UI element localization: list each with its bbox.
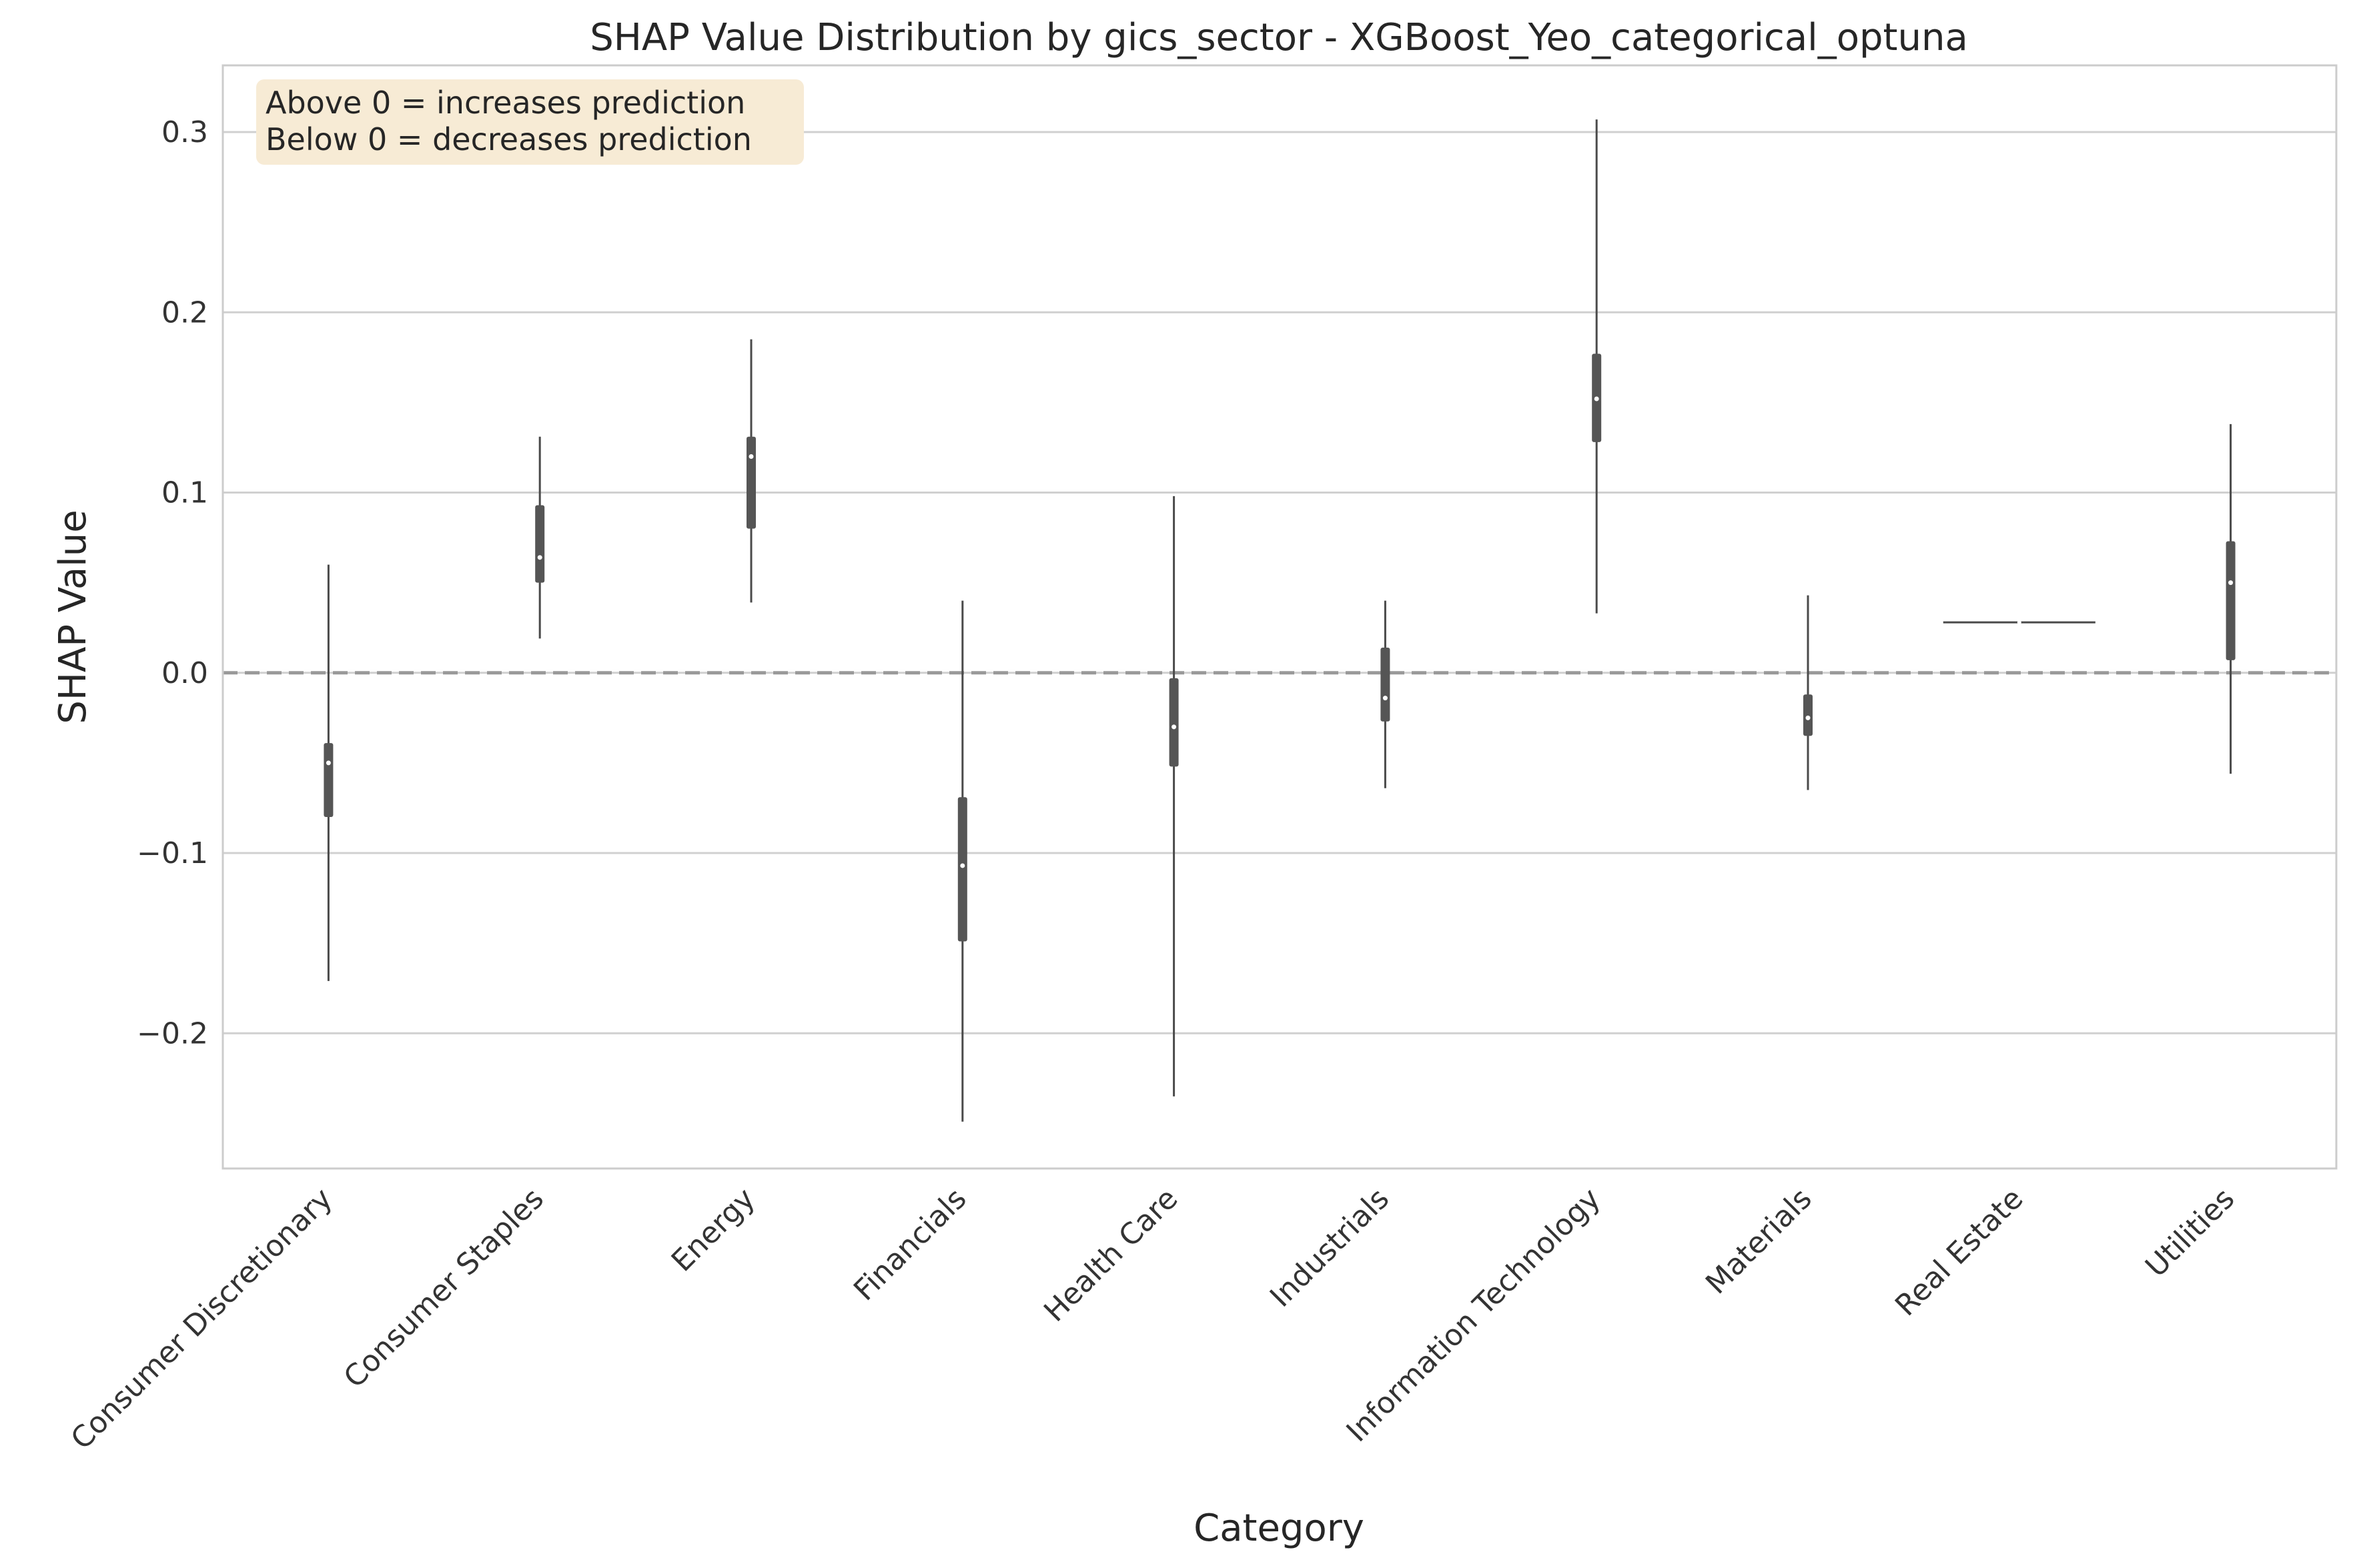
iqr-box xyxy=(1803,694,1813,736)
annotation-box: Above 0 = increases prediction Below 0 =… xyxy=(256,79,804,165)
annotation-background xyxy=(256,79,804,165)
annotation-line-2: Below 0 = decreases prediction xyxy=(266,121,752,157)
iqr-box xyxy=(957,797,967,942)
violin-real-estate xyxy=(1943,620,2095,625)
median-dot xyxy=(1171,724,1177,730)
iqr-box xyxy=(1169,678,1179,767)
median-dot xyxy=(749,454,754,459)
iqr-box xyxy=(1380,647,1390,722)
median-dot xyxy=(537,555,542,560)
y-axis-label: SHAP Value xyxy=(51,510,95,724)
violin-utilities xyxy=(2226,424,2236,774)
iqr-box xyxy=(2226,541,2236,660)
y-tick-label: 0.1 xyxy=(161,476,208,510)
plot-frame xyxy=(221,64,2338,1170)
iqr-box xyxy=(535,505,545,583)
y-tick-label: −0.2 xyxy=(137,1016,208,1050)
median-dot xyxy=(960,863,965,868)
violin-consumer-staples xyxy=(535,436,545,639)
violin-marks xyxy=(324,119,2236,1122)
y-tick-labels: −0.2 −0.1 0.0 0.1 0.2 0.3 xyxy=(137,115,208,1050)
violin-consumer-discretionary xyxy=(324,564,334,981)
violin-information-technology xyxy=(1592,119,1602,614)
x-axis-label: Category xyxy=(1194,1507,1364,1550)
median-dot xyxy=(1805,715,1811,720)
violin-health-care xyxy=(1169,496,1179,1096)
y-tick-label: −0.1 xyxy=(137,836,208,870)
iqr-box xyxy=(747,436,756,529)
violin-financials xyxy=(957,600,967,1122)
violin-energy xyxy=(747,339,756,603)
violin-materials xyxy=(1803,595,1813,790)
y-tick-label: 0.3 xyxy=(161,115,208,149)
y-tick-label: 0.2 xyxy=(161,295,208,329)
median-dot xyxy=(326,760,331,766)
iqr-box xyxy=(324,743,334,817)
median-dot xyxy=(1594,396,1599,402)
median-dot xyxy=(2017,620,2021,625)
chart-title: SHAP Value Distribution by gics_sector -… xyxy=(590,16,1968,59)
annotation-line-1: Above 0 = increases prediction xyxy=(266,85,745,121)
y-tick-label: 0.0 xyxy=(161,656,208,690)
median-dot xyxy=(1382,696,1388,701)
median-dot xyxy=(2228,580,2234,586)
violin-industrials xyxy=(1380,600,1390,788)
